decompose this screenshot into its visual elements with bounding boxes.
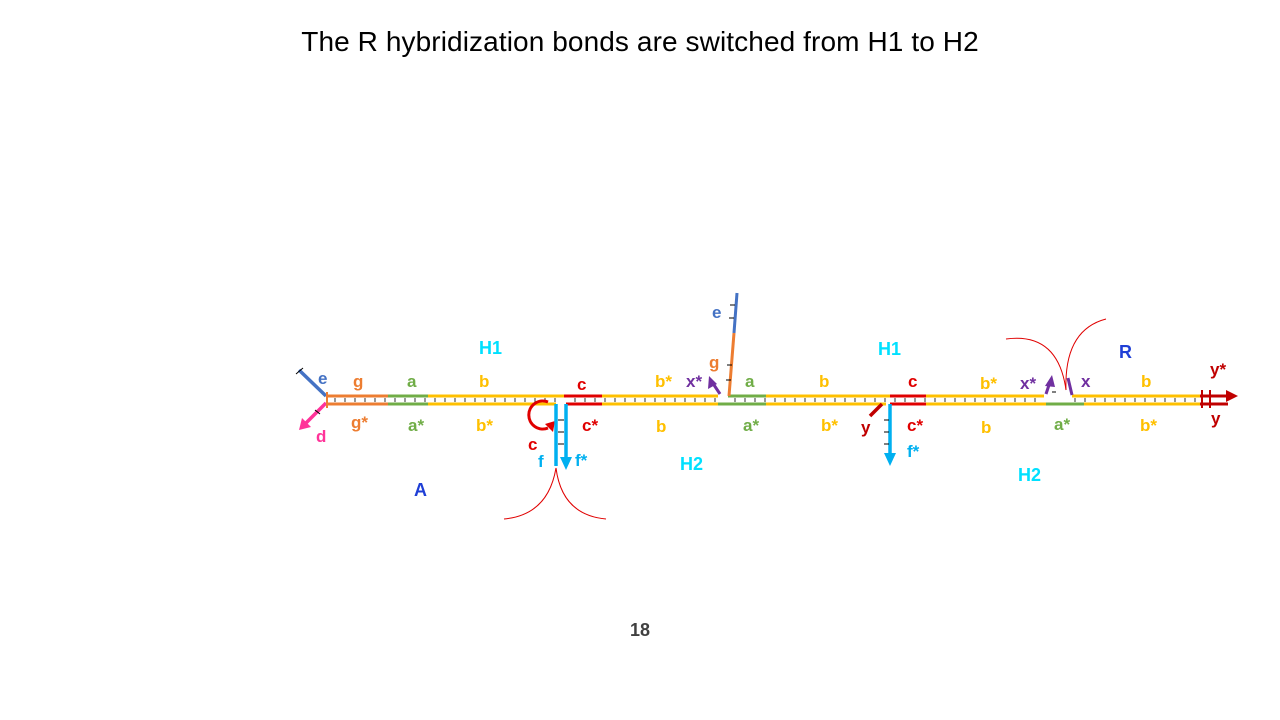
c-loop-arc — [527, 399, 549, 431]
y-star-arrowhead — [1226, 390, 1238, 402]
label-d-left: d — [316, 427, 326, 446]
label-a-top-1: a — [407, 372, 417, 391]
label-b-star-top-1: b* — [655, 372, 672, 391]
base-pair-rungs-4 — [892, 397, 1042, 403]
label-h2-left: H2 — [680, 454, 703, 474]
label-y-star-right: y* — [1210, 360, 1226, 379]
base-pair-rungs-2 — [566, 397, 716, 403]
label-a-star-bottom-1: a* — [408, 416, 424, 435]
label-b-star-top-2: b* — [980, 374, 997, 393]
f-star-arrowhead-1 — [560, 457, 572, 470]
y-arm-mid — [868, 402, 884, 418]
label-b-bottom-1: b — [656, 417, 666, 436]
slide-title: The R hybridization bonds are switched f… — [301, 26, 979, 57]
label-c-top-1: c — [577, 375, 586, 394]
r-arc-right — [1065, 318, 1107, 391]
f-star-arrowhead-2 — [884, 453, 896, 466]
label-c-top-2: c — [908, 372, 917, 391]
base-pair-rungs-1 — [330, 397, 556, 403]
label-x-top: x — [1081, 372, 1091, 391]
label-c-star-1: c* — [582, 416, 598, 435]
label-a-complex: A — [414, 480, 427, 500]
label-b-top-3: b — [1141, 372, 1151, 391]
label-r-complex: R — [1119, 342, 1132, 362]
r-arc-left — [1005, 337, 1067, 391]
label-e-left: e — [318, 369, 327, 388]
x-star-arrowhead-2 — [1045, 375, 1055, 387]
label-g-star-bottom: g* — [351, 413, 368, 432]
page-number: 18 — [629, 620, 651, 640]
bottom-split-arc-left — [503, 467, 557, 520]
base-pair-rungs-3 — [730, 397, 886, 403]
c-loop-arrowhead — [545, 421, 555, 432]
label-b-bottom-2: b — [981, 418, 991, 437]
label-h1-left: H1 — [479, 338, 502, 358]
label-f-1: f — [538, 452, 544, 471]
d-arm-ticks — [314, 409, 321, 415]
label-g-stem: g — [709, 353, 719, 372]
label-c-star-2: c* — [907, 416, 923, 435]
label-e-stem: e — [712, 303, 721, 322]
label-c-loop: c — [528, 435, 537, 454]
x-stub — [1066, 377, 1074, 396]
e-arm-ticks — [295, 367, 304, 375]
f-arm-rungs — [557, 412, 565, 460]
e-stem — [732, 292, 739, 334]
label-h1-right: H1 — [878, 339, 901, 359]
label-b-star-bottom-3: b* — [1140, 416, 1157, 435]
base-pair-rungs-5 — [1074, 397, 1198, 403]
label-a-star-bottom-2: a* — [743, 416, 759, 435]
x-star-arrowhead-1 — [708, 376, 717, 389]
label-b-top-1: b — [479, 372, 489, 391]
bottom-split-arc-right — [555, 467, 607, 520]
d-arm-left — [303, 401, 328, 426]
label-h2-right: H2 — [1018, 465, 1041, 485]
label-a-top-2: a — [745, 372, 755, 391]
d-arrowhead — [299, 418, 311, 430]
label-y-right: y — [1211, 409, 1221, 428]
label-f-star-1: f* — [575, 451, 588, 470]
label-b-star-bottom-1: b* — [476, 416, 493, 435]
label-a-star-bottom-3: a* — [1054, 415, 1070, 434]
e-arm-left — [297, 368, 328, 398]
label-g-top: g — [353, 372, 363, 391]
label-x-star-top-2: x* — [1020, 374, 1036, 393]
label-y-mid: y — [861, 418, 871, 437]
label-f-star-2: f* — [907, 442, 920, 461]
label-x-star-top-1: x* — [686, 372, 702, 391]
label-b-top-2: b — [819, 372, 829, 391]
label-b-star-bottom-2: b* — [821, 416, 838, 435]
